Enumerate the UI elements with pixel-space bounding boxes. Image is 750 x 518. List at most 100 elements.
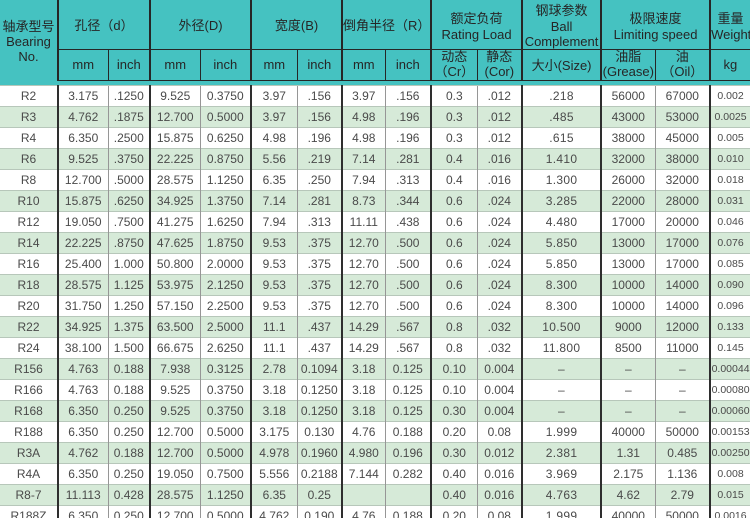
value-cell: .500 — [384, 252, 432, 275]
value-cell: 7.94 — [250, 210, 298, 233]
header-group-row: 轴承型号 Bearing No. 孔径（d） 外径(D) 宽度(B) 倒角半径（… — [0, 0, 750, 86]
table-row: R14 22.225.8750 47.625 1.8750 9.53.375 12.70.… — [0, 231, 750, 254]
value-cell: 4.76 — [341, 504, 386, 518]
value-cell: 0.40 — [430, 462, 478, 485]
value-cell: 53.975 — [149, 273, 201, 296]
value-cell: 0.031 — [709, 189, 750, 212]
value-cell: 2.175 — [600, 462, 656, 485]
value-cell: 6.350 — [57, 126, 108, 149]
value-cell: 14.29 — [341, 336, 386, 359]
value-cell: 22.225 — [57, 231, 108, 254]
value-cell: 17000 — [654, 252, 711, 275]
value-cell: 19.050 — [149, 462, 201, 485]
value-cell: 3.18 — [341, 399, 386, 422]
value-cell: 0.00250 — [709, 441, 750, 464]
bearing-no-cell: R8 — [0, 168, 58, 191]
value-cell: 53000 — [654, 105, 711, 128]
value-cell: 0.4 — [430, 168, 478, 191]
value-cell: 14.29 — [341, 315, 386, 338]
value-cell: 50000 — [654, 504, 711, 518]
value-cell: 14000 — [654, 273, 711, 296]
unit-static-cor: 静态 (Cor) — [476, 49, 523, 81]
table-row: R188Z 6.350 0.250 12.700 0.5000 4.762 0.190 4.7… — [0, 504, 750, 518]
value-cell: 0.00080 — [709, 378, 750, 401]
value-cell: 0.7500 — [199, 462, 252, 485]
value-cell: .196 — [384, 126, 432, 149]
value-cell: 17000 — [600, 210, 656, 233]
value-cell: – — [521, 399, 602, 422]
unit-bore-inch: inch — [107, 49, 151, 81]
rating-load-en: Rating Load — [441, 26, 512, 42]
value-cell: 6.35 — [250, 168, 298, 191]
value-cell: – — [654, 357, 711, 380]
value-cell: 0.188 — [107, 441, 151, 464]
value-cell: 0.125 — [384, 378, 432, 401]
value-cell: .500 — [384, 294, 432, 317]
limiting-speed-en: Limiting speed — [613, 26, 698, 42]
value-cell: 0.485 — [654, 441, 711, 464]
value-cell: 3.18 — [250, 399, 298, 422]
value-cell: 7.14 — [341, 147, 386, 170]
value-cell: .7500 — [107, 210, 151, 233]
value-cell: 0.1250 — [296, 378, 343, 401]
bearing-no-cell: R18 — [0, 273, 58, 296]
table-row: R16 25.400 1.000 50.800 2.0000 9.53.375 12.70.… — [0, 252, 750, 275]
value-cell: 6.350 — [57, 504, 108, 518]
value-cell: 10.500 — [521, 315, 602, 338]
value-cell: 0.00060 — [709, 399, 750, 422]
value-cell: .375 — [296, 273, 343, 296]
value-cell: 1.136 — [654, 462, 711, 485]
value-cell: 0.188 — [384, 420, 432, 443]
value-cell: 0.5000 — [199, 105, 252, 128]
value-cell: 11.800 — [521, 336, 602, 359]
value-cell: 50000 — [654, 420, 711, 443]
value-cell: 0.090 — [709, 273, 750, 296]
value-cell: 0.1960 — [296, 441, 343, 464]
value-cell: 1.1250 — [199, 483, 252, 506]
value-cell: 5.850 — [521, 252, 602, 275]
header-spacer — [58, 80, 750, 86]
value-cell: 0.076 — [709, 231, 750, 254]
value-cell: .375 — [296, 252, 343, 275]
column-group-outer-diameter: 外径(D) — [149, 0, 252, 50]
value-cell: 0.30 — [430, 399, 478, 422]
limiting-speed-zh: 极限速度 — [629, 10, 682, 26]
value-cell: 0.8750 — [199, 147, 252, 170]
unit-weight-kg: kg — [709, 49, 750, 81]
value-cell: 9.525 — [149, 84, 201, 107]
value-cell: 0.145 — [709, 336, 750, 359]
value-cell: 0.0016 — [709, 504, 750, 518]
value-cell: .024 — [476, 294, 523, 317]
value-cell: 0.250 — [107, 504, 151, 518]
value-cell: 0.016 — [476, 462, 523, 485]
value-cell: – — [600, 378, 656, 401]
value-cell: .281 — [296, 189, 343, 212]
value-cell: 20000 — [654, 210, 711, 233]
value-cell: 14000 — [654, 294, 711, 317]
column-group-chamfer-radius: 倒角半径（R） — [341, 0, 432, 50]
value-cell: 0.015 — [709, 483, 750, 506]
unit-chamfer-inch: inch — [384, 49, 432, 81]
value-cell: .1250 — [107, 84, 151, 107]
value-cell: 0.005 — [709, 126, 750, 149]
value-cell: 0.4 — [430, 147, 478, 170]
table-header: 轴承型号 Bearing No. 孔径（d） 外径(D) 宽度(B) 倒角半径（… — [0, 0, 750, 86]
value-cell: 0.5000 — [199, 504, 252, 518]
value-cell: 32000 — [654, 168, 711, 191]
table-row: R10 15.875.6250 34.925 1.3750 7.14.281 8.73.3… — [0, 189, 750, 212]
unit-chamfer-mm: mm — [341, 49, 386, 81]
value-cell: 0.085 — [709, 252, 750, 275]
table-row: R24 38.100 1.500 66.675 2.6250 11.1.437 14.29.… — [0, 336, 750, 359]
value-cell: 34.925 — [149, 189, 201, 212]
weight-zh: 重量 — [717, 10, 744, 26]
bearing-no-cell: R12 — [0, 210, 58, 233]
value-cell: 0.5000 — [199, 420, 252, 443]
table-row: R168 6.350 0.250 9.525 0.3750 3.18 0.1250 3.18 0… — [0, 399, 750, 422]
value-cell: .032 — [476, 315, 523, 338]
value-cell: 1.999 — [521, 420, 602, 443]
value-cell: .012 — [476, 84, 523, 107]
table-row: R22 34.925 1.375 63.500 2.5000 11.1.437 14.29.… — [0, 315, 750, 338]
value-cell: 0.8 — [430, 315, 478, 338]
value-cell: .500 — [384, 231, 432, 254]
value-cell: .344 — [384, 189, 432, 212]
